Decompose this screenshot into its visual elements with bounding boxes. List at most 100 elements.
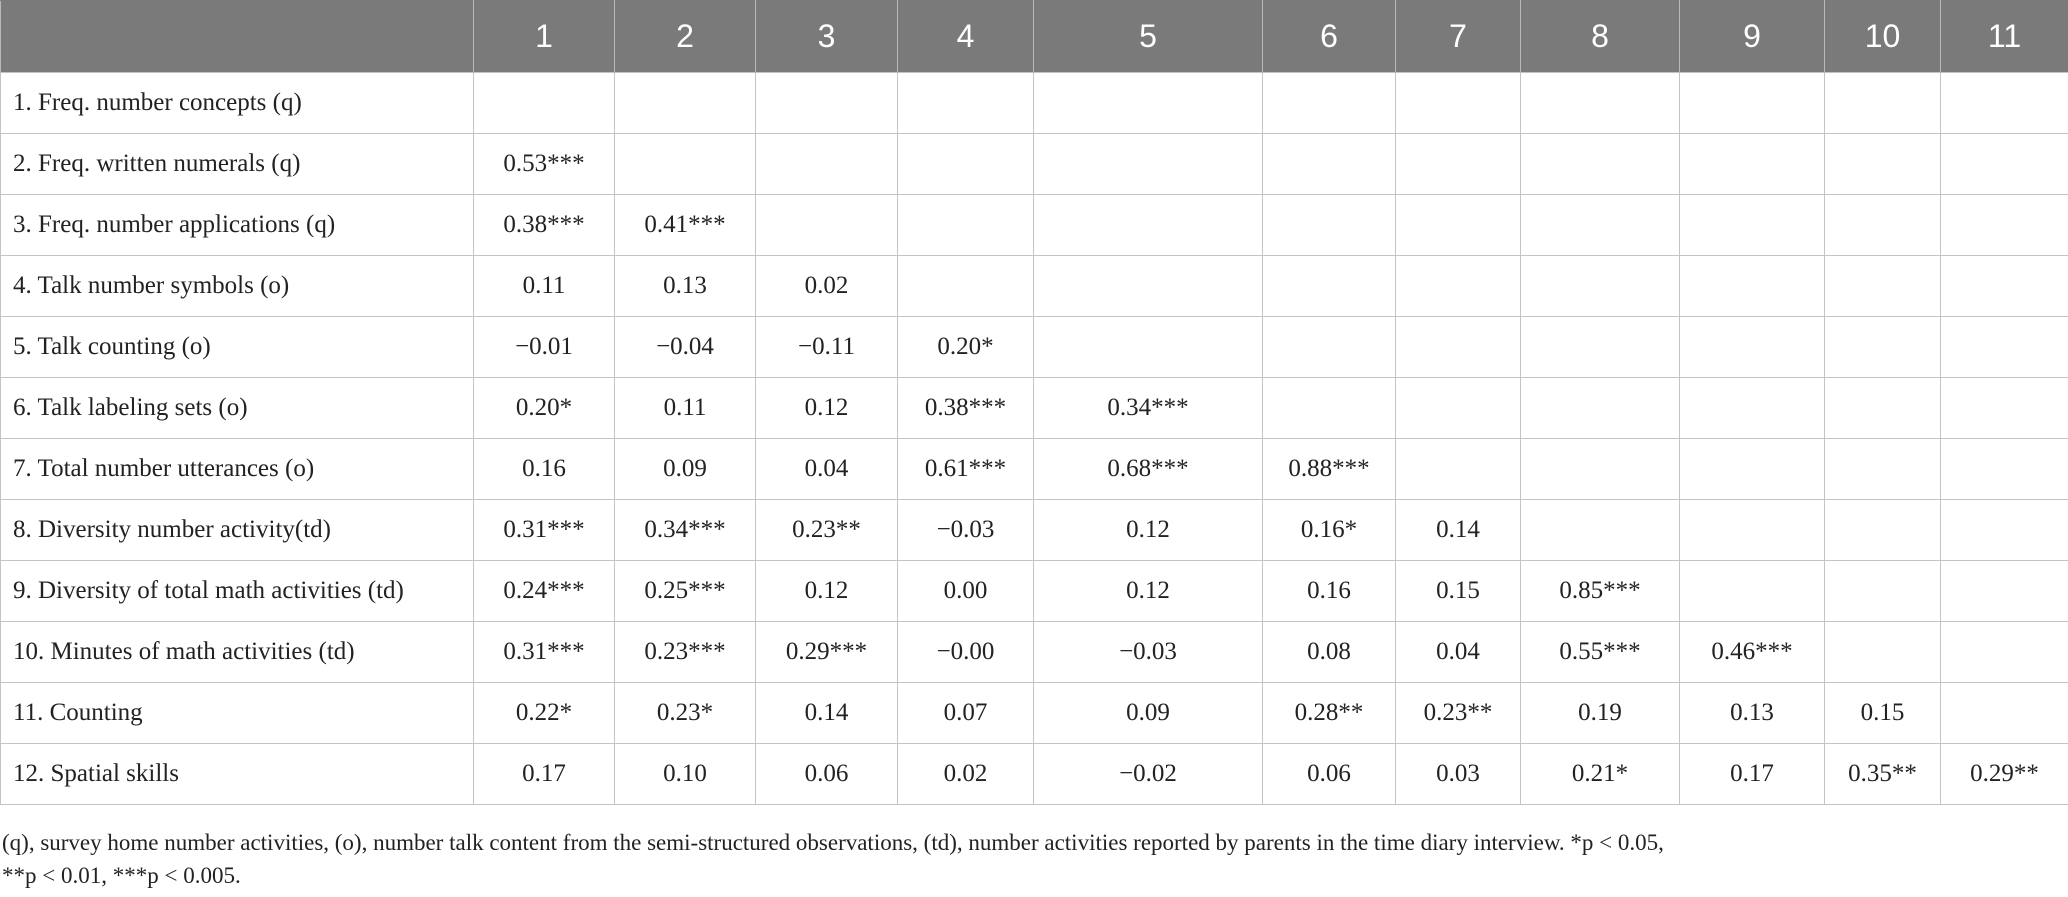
table-cell: 0.20* — [473, 377, 615, 439]
table-cell — [1824, 377, 1941, 439]
table-cell: 0.55*** — [1520, 621, 1680, 683]
row-label: 6. Talk labeling sets (o) — [0, 377, 474, 439]
table-cell: 0.41*** — [614, 194, 756, 256]
table-cell — [1262, 377, 1396, 439]
table-cell: 0.11 — [473, 255, 615, 317]
table-cell — [1033, 72, 1263, 134]
header-cell: 4 — [897, 0, 1034, 73]
table-cell: −0.01 — [473, 316, 615, 378]
table-cell — [1679, 194, 1825, 256]
table-cell: 0.06 — [1262, 743, 1396, 805]
row-label: 11. Counting — [0, 682, 474, 744]
table-cell — [1679, 255, 1825, 317]
table-cell: 0.04 — [755, 438, 898, 500]
table-cell — [1940, 72, 2068, 134]
table-cell: 0.46*** — [1679, 621, 1825, 683]
header-cell: 10 — [1824, 0, 1941, 73]
header-row: 1 2 3 4 5 6 7 8 9 10 11 — [0, 0, 2068, 73]
row-label: 12. Spatial skills — [0, 743, 474, 805]
table-cell — [1824, 255, 1941, 317]
table-row: 4. Talk number symbols (o) 0.11 0.13 0.0… — [0, 255, 2068, 317]
table-cell — [1395, 194, 1521, 256]
table-row: 2. Freq. written numerals (q) 0.53*** — [0, 133, 2068, 195]
header-cell: 9 — [1679, 0, 1825, 73]
table-cell: 0.19 — [1520, 682, 1680, 744]
table-cell — [1679, 560, 1825, 622]
table-cell — [1824, 560, 1941, 622]
table-cell — [1033, 194, 1263, 256]
table-cell — [897, 133, 1034, 195]
header-cell: 7 — [1395, 0, 1521, 73]
table-cell: 0.34*** — [1033, 377, 1263, 439]
table-cell — [1940, 255, 2068, 317]
footnote-line-1: (q), survey home number activities, (o),… — [2, 830, 1664, 855]
table-cell: 0.85*** — [1520, 560, 1680, 622]
header-cell: 1 — [473, 0, 615, 73]
row-label: 9. Diversity of total math activities (t… — [0, 560, 474, 622]
table-cell: 0.24*** — [473, 560, 615, 622]
table-cell — [1940, 621, 2068, 683]
table-cell — [1520, 194, 1680, 256]
row-label: 8. Diversity number activity(td) — [0, 499, 474, 561]
table-cell: 0.12 — [1033, 499, 1263, 561]
table-cell: −0.03 — [897, 499, 1034, 561]
table-cell — [755, 72, 898, 134]
row-label: 3. Freq. number applications (q) — [0, 194, 474, 256]
table-cell — [1520, 316, 1680, 378]
row-label: 4. Talk number symbols (o) — [0, 255, 474, 317]
table-cell: 0.14 — [755, 682, 898, 744]
table-cell: 0.23** — [755, 499, 898, 561]
table-cell — [1395, 377, 1521, 439]
table-cell: 0.02 — [897, 743, 1034, 805]
table-cell — [1520, 133, 1680, 195]
header-cell: 6 — [1262, 0, 1396, 73]
table-row: 3. Freq. number applications (q) 0.38***… — [0, 194, 2068, 256]
table-cell: 0.20* — [897, 316, 1034, 378]
table-cell — [1395, 438, 1521, 500]
table-cell — [1940, 560, 2068, 622]
table-cell: 0.16 — [1262, 560, 1396, 622]
table-row: 9. Diversity of total math activities (t… — [0, 560, 2068, 622]
table-cell: 0.22* — [473, 682, 615, 744]
table-cell — [1940, 438, 2068, 500]
table-cell — [1940, 194, 2068, 256]
header-cell: 11 — [1940, 0, 2068, 73]
table-cell — [1679, 316, 1825, 378]
table-cell — [1033, 133, 1263, 195]
row-label: 7. Total number utterances (o) — [0, 438, 474, 500]
header-cell: 3 — [755, 0, 898, 73]
table-cell: 0.28** — [1262, 682, 1396, 744]
table-cell — [1520, 72, 1680, 134]
table-cell — [1262, 316, 1396, 378]
table-cell — [897, 194, 1034, 256]
table-cell: 0.13 — [614, 255, 756, 317]
footnote-line-2: **p < 0.01, ***p < 0.005. — [2, 863, 241, 888]
table-cell: 0.23*** — [614, 621, 756, 683]
table-cell: 0.09 — [614, 438, 756, 500]
table-cell: 0.15 — [1395, 560, 1521, 622]
table-row: 8. Diversity number activity(td) 0.31***… — [0, 499, 2068, 561]
table-cell — [1520, 499, 1680, 561]
table-cell — [755, 133, 898, 195]
table-cell — [1520, 377, 1680, 439]
table-cell: 0.11 — [614, 377, 756, 439]
table-cell: 0.09 — [1033, 682, 1263, 744]
table-row: 12. Spatial skills 0.17 0.10 0.06 0.02 −… — [0, 743, 2068, 805]
table-cell: 0.88*** — [1262, 438, 1396, 500]
row-label: 2. Freq. written numerals (q) — [0, 133, 474, 195]
table-footnote: (q), survey home number activities, (o),… — [2, 826, 2052, 892]
table-cell — [1395, 255, 1521, 317]
table-cell — [1679, 438, 1825, 500]
header-cell: 2 — [614, 0, 756, 73]
table-cell — [1679, 377, 1825, 439]
table-cell: 0.23** — [1395, 682, 1521, 744]
table-cell: 0.25*** — [614, 560, 756, 622]
table-cell: −0.00 — [897, 621, 1034, 683]
table-cell: 0.12 — [1033, 560, 1263, 622]
table-cell: 0.53*** — [473, 133, 615, 195]
table-cell — [1395, 133, 1521, 195]
table-row: 7. Total number utterances (o) 0.16 0.09… — [0, 438, 2068, 500]
table-cell: −0.04 — [614, 316, 756, 378]
table-cell — [614, 72, 756, 134]
table-cell: 0.06 — [755, 743, 898, 805]
